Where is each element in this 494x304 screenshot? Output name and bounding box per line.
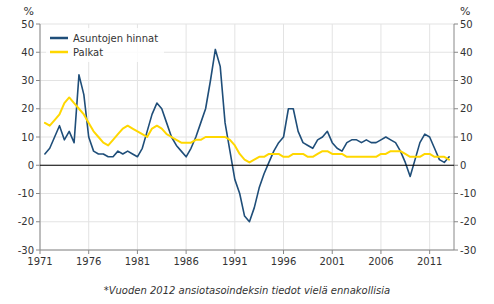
legend-label: Palkat [73, 47, 103, 58]
chart-svg: -30 -20 -10 0 10 20 30 40 50 -30 -20 -10 0 10 20 30 40 50… [0, 0, 494, 304]
y2-tick [454, 250, 458, 251]
x-tick-label: 1971 [27, 256, 52, 267]
y-tick-label: -10 [18, 188, 34, 199]
x-tick [137, 250, 138, 254]
plot-area [40, 49, 454, 221]
y2-tick-label: 30 [460, 75, 473, 86]
x-tick-label: 1981 [125, 256, 150, 267]
x-tick [283, 250, 284, 254]
zero-line [40, 165, 454, 166]
x-tick [234, 250, 235, 254]
y2-tick [454, 24, 458, 25]
legend: Asuntojen hinnat Palkat [46, 28, 164, 62]
y-tick-label: -20 [18, 216, 34, 227]
x-tick-label: 2001 [320, 256, 345, 267]
y2-tick-label: 20 [460, 103, 473, 114]
y-tick-label: 30 [21, 75, 34, 86]
x-tick-label: 2011 [417, 256, 442, 267]
legend-background [46, 28, 164, 62]
y-grid-line [40, 24, 454, 25]
x-grid-line [186, 24, 187, 250]
chart-container: -30 -20 -10 0 10 20 30 40 50 -30 -20 -10 0 10 20 30 40 50… [0, 0, 494, 304]
footnote: *Vuoden 2012 ansiotasoindeksin tiedot vi… [104, 285, 390, 296]
legend-swatch [50, 51, 68, 54]
y-tick [36, 250, 40, 251]
x-tick-label: 1986 [173, 256, 198, 267]
y2-tick-label: -30 [460, 245, 476, 256]
x-grid-line [332, 24, 333, 250]
y-grid-line [40, 80, 454, 81]
y2-tick-label: -10 [460, 188, 476, 199]
y2-tick [454, 137, 458, 138]
x-tick-label: 1991 [222, 256, 247, 267]
y-grid-line [40, 165, 454, 166]
y2-tick-label: 40 [460, 47, 473, 58]
background [0, 0, 494, 304]
axes: -30 -20 -10 0 10 20 30 40 50 -30 -20 -10 0 10 20 30 40 50… [18, 19, 477, 268]
x-tick [40, 250, 41, 254]
x-tick [88, 250, 89, 254]
y-tick-label: -30 [18, 245, 34, 256]
x-tick [332, 250, 333, 254]
x-tick-label: 1996 [271, 256, 296, 267]
y-tick [36, 137, 40, 138]
x-grid-line [234, 24, 235, 250]
y-tick-label: 0 [28, 160, 34, 171]
y-tick [36, 193, 40, 194]
y2-tick-label: -20 [460, 216, 476, 227]
y2-tick [454, 193, 458, 194]
y-grid-line [40, 137, 454, 138]
x-tick-label: 1976 [76, 256, 101, 267]
x-grid-line [380, 24, 381, 250]
y-tick [36, 52, 40, 53]
series-line [45, 97, 449, 162]
legend-label: Asuntojen hinnat [73, 33, 158, 44]
x-tick [429, 250, 430, 254]
x-tick [380, 250, 381, 254]
y-tick [36, 165, 40, 166]
y2-tick [454, 52, 458, 53]
y2-tick [454, 108, 458, 109]
x-tick-label: 2006 [368, 256, 393, 267]
y2-tick [454, 165, 458, 166]
y-tick-label: 20 [21, 103, 34, 114]
y-tick [36, 24, 40, 25]
x-tick [186, 250, 187, 254]
y2-axis-label: % [460, 5, 470, 18]
y-tick [36, 221, 40, 222]
grid [40, 24, 454, 250]
y-tick [36, 80, 40, 81]
y-grid-line [40, 250, 454, 251]
y2-tick-label: 10 [460, 132, 473, 143]
y2-tick [454, 221, 458, 222]
y-tick-label: 40 [21, 47, 34, 58]
series-line [45, 49, 449, 221]
y2-tick-label: 50 [460, 19, 473, 30]
y-tick-label: 50 [21, 19, 34, 30]
y2-tick [454, 80, 458, 81]
legend-swatch [50, 37, 68, 40]
y-grid-line [40, 193, 454, 194]
y-axis-label: % [24, 5, 34, 18]
y2-tick-label: 0 [460, 160, 466, 171]
y-grid-line [40, 221, 454, 222]
y-tick [36, 108, 40, 109]
y-tick-label: 10 [21, 132, 34, 143]
y-grid-line [40, 108, 454, 109]
x-axis-line [40, 250, 454, 251]
